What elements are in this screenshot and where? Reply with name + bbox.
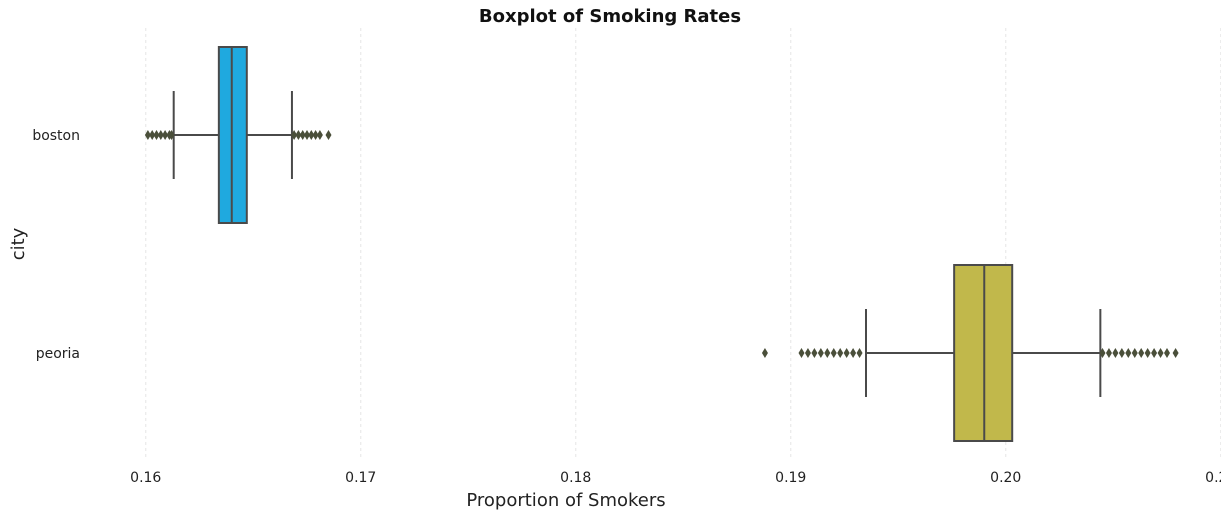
grid-lines	[145, 28, 1221, 460]
outlier-point	[811, 348, 818, 358]
outlier-point	[1099, 348, 1106, 358]
outlier-point	[798, 348, 805, 358]
outlier-point	[1144, 348, 1151, 358]
outlier-point	[162, 130, 169, 140]
y-tick-label: peoria	[36, 346, 80, 362]
outlier-point	[157, 130, 164, 140]
outlier-point	[304, 130, 310, 140]
x-tick-label: 0.17	[345, 470, 376, 486]
box-groups	[144, 46, 1179, 442]
outlier-point	[299, 130, 306, 140]
outlier-point	[316, 130, 323, 140]
outlier-point	[837, 348, 844, 358]
outlier-point	[824, 348, 831, 358]
outlier-point	[817, 348, 824, 358]
x-tick-label: 0.16	[130, 470, 161, 486]
chart-title: Boxplot of Smoking Rates	[479, 6, 741, 27]
outlier-point	[850, 348, 857, 358]
outlier-point	[843, 348, 850, 358]
outlier-point	[291, 130, 298, 140]
outlier-point	[1172, 348, 1179, 358]
x-tick-label: 0.19	[775, 470, 806, 486]
outlier-point	[1105, 348, 1112, 358]
x-axis-label: Proportion of Smokers	[466, 490, 665, 511]
x-tick-label: 0.18	[560, 470, 591, 486]
outlier-point	[1151, 348, 1158, 358]
outlier-point	[144, 130, 151, 140]
x-tick-label: 0.20	[990, 470, 1021, 486]
y-tick-labels: boston peoria	[32, 128, 80, 362]
box-boston	[217, 46, 248, 224]
outlier-point	[761, 348, 768, 358]
outlier-point	[153, 130, 160, 140]
outlier-point	[830, 348, 837, 358]
outlier-point	[1138, 348, 1145, 358]
x-tick-labels: 0.16 0.17 0.18 0.19 0.20 0.21	[130, 470, 1221, 486]
outlier-point	[1131, 348, 1138, 358]
y-tick-label: boston	[32, 128, 80, 144]
outlier-point	[168, 130, 175, 140]
outlier-point	[308, 130, 315, 140]
y-axis-label: city	[8, 227, 29, 260]
box-peoria	[953, 264, 1014, 442]
box-group-boston	[144, 46, 332, 224]
outlier-point	[295, 130, 302, 140]
outlier-point	[1164, 348, 1170, 358]
outlier-point	[856, 348, 863, 358]
x-tick-label: 0.21	[1205, 470, 1221, 486]
box-group-peoria	[761, 264, 1179, 442]
outlier-point	[1125, 348, 1132, 358]
outlier-point	[312, 130, 319, 140]
outlier-point	[1118, 348, 1125, 358]
outlier-point	[1157, 348, 1164, 358]
outlier-point	[1112, 348, 1119, 358]
outlier-point	[325, 130, 332, 140]
outlier-point	[149, 130, 156, 140]
outlier-point	[804, 348, 811, 358]
